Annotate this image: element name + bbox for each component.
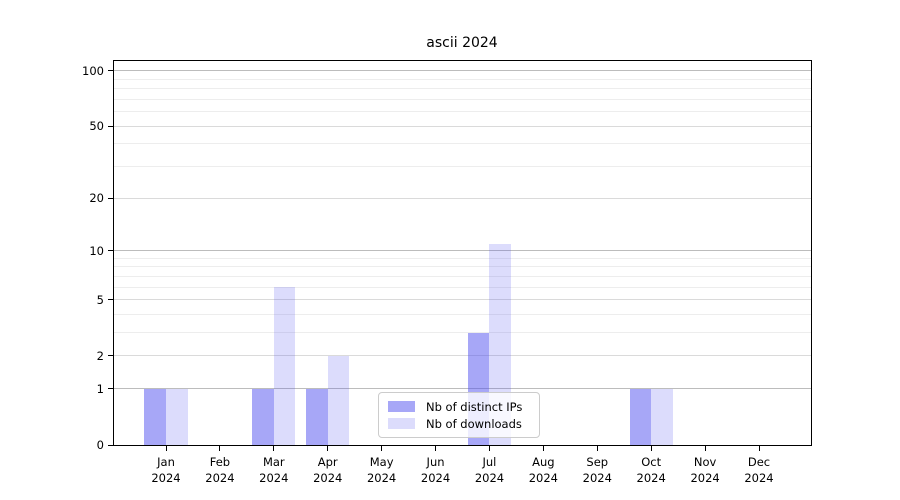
chart-title: ascii 2024 — [426, 35, 498, 51]
legend-box: Nb of distinct IPs Nb of downloads — [378, 392, 540, 438]
gridline-minor — [114, 275, 811, 277]
bar-nb-of-distinct-ips-mar — [252, 388, 274, 445]
gridline-minor — [114, 88, 811, 90]
y-axis-tick — [108, 197, 113, 199]
gridline-major — [114, 125, 811, 127]
gridline-minor — [114, 143, 811, 145]
bar-nb-of-downloads-mar — [273, 287, 296, 445]
x-tick-label: Apr 2024 — [313, 455, 343, 485]
bar-nb-of-downloads-apr — [327, 355, 350, 445]
x-tick-label: Aug 2024 — [528, 455, 558, 485]
y-axis-tick — [108, 250, 113, 252]
y-tick-label: 0 — [96, 438, 104, 452]
y-tick-label: 5 — [96, 292, 104, 307]
bar-nb-of-distinct-ips-jan — [144, 388, 166, 445]
gridline-minor — [114, 266, 811, 268]
gridline-major — [114, 70, 811, 72]
gridline-minor — [114, 286, 811, 288]
gridline-minor — [114, 98, 811, 100]
y-axis-tick — [108, 299, 113, 301]
x-tick-label: Oct 2024 — [636, 455, 666, 485]
x-tick-label: Feb 2024 — [205, 455, 235, 485]
x-tick-label: Jul 2024 — [474, 455, 505, 485]
x-tick-label: Dec 2024 — [744, 455, 774, 485]
y-tick-label: 1 — [96, 381, 104, 396]
bar-nb-of-downloads-oct — [651, 388, 673, 445]
x-axis-tick — [381, 446, 383, 451]
gridline-minor — [114, 332, 811, 334]
y-axis-tick — [108, 125, 113, 127]
y-tick-label: 50 — [89, 119, 104, 134]
gridline-minor — [114, 78, 811, 80]
x-axis-tick — [650, 446, 652, 451]
x-axis-tick — [435, 446, 437, 451]
gridline-minor — [114, 257, 811, 259]
gridline-minor — [114, 166, 811, 168]
x-axis-tick — [758, 446, 760, 451]
bar-nb-of-distinct-ips-oct — [629, 388, 652, 445]
gridline-minor — [114, 111, 811, 113]
x-axis-tick — [596, 446, 598, 451]
x-axis-tick — [165, 446, 167, 451]
x-axis-tick — [327, 446, 329, 451]
y-axis-tick — [108, 355, 113, 357]
legend-label: Nb of distinct IPs — [426, 399, 523, 414]
legend-swatch-nb-of-distinct-ips — [388, 401, 415, 412]
x-tick-label: Jan 2024 — [151, 455, 181, 485]
bar-nb-of-distinct-ips-apr — [306, 388, 328, 445]
y-axis-tick — [108, 70, 113, 72]
gridline-minor — [114, 314, 811, 315]
y-axis-tick — [108, 444, 113, 446]
x-tick-label: May 2024 — [366, 455, 397, 485]
x-axis-tick — [273, 446, 275, 451]
legend-swatch-nb-of-downloads — [388, 418, 415, 429]
gridline-major — [114, 355, 811, 357]
x-tick-label: Sep 2024 — [582, 455, 612, 485]
y-tick-label: 20 — [89, 191, 104, 206]
gridline-major — [114, 197, 811, 199]
legend-label: Nb of downloads — [426, 416, 522, 431]
x-axis-tick — [488, 446, 490, 451]
legend-item: Nb of downloads — [388, 417, 530, 431]
x-tick-label: Jun 2024 — [420, 455, 451, 485]
gridline-major — [114, 388, 811, 390]
y-tick-label: 100 — [82, 63, 104, 78]
legend-item: Nb of distinct IPs — [388, 400, 530, 414]
y-axis-tick — [108, 388, 113, 390]
x-axis-tick — [219, 446, 221, 451]
plot-area: 0 1 2 5 10 20 50 100 Jan 2024 Feb 2024 Mar 2024 Apr… — [82, 60, 812, 485]
x-tick-label: Nov 2024 — [690, 455, 720, 485]
gridline-major — [114, 250, 811, 252]
y-tick-label: 2 — [96, 348, 104, 363]
bar-nb-of-downloads-jan — [166, 388, 188, 445]
gridline-major — [114, 299, 811, 301]
x-axis-tick — [542, 446, 544, 451]
x-tick-label: Mar 2024 — [259, 455, 289, 485]
x-axis-tick — [704, 446, 706, 451]
y-tick-label: 10 — [89, 243, 104, 258]
